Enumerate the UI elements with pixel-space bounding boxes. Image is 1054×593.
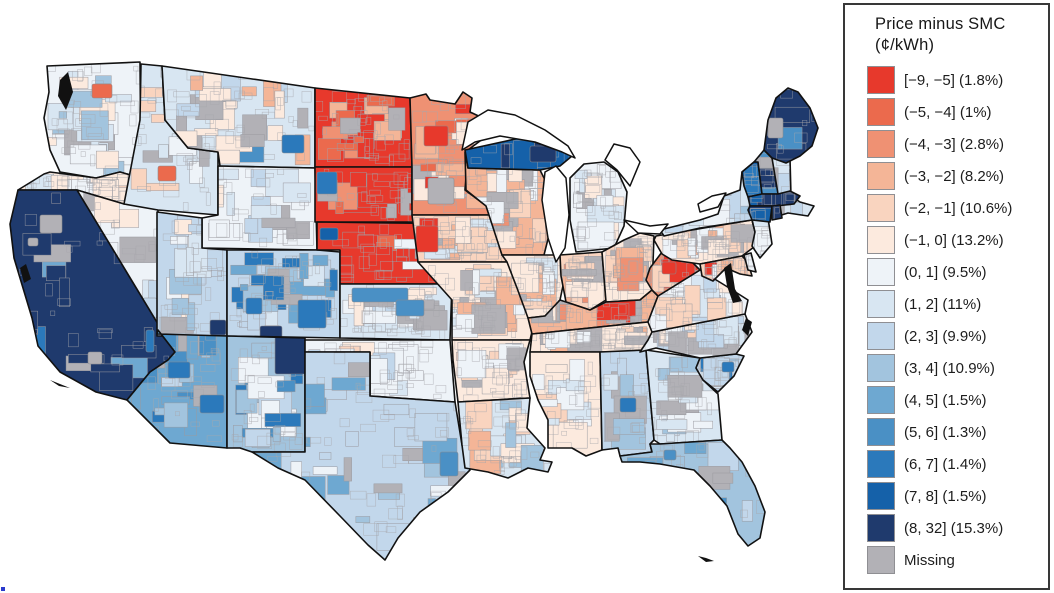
legend-label: (8, 32] (15.3%) [904, 519, 1004, 537]
legend-label: (4, 5] (1.5%) [904, 391, 987, 409]
legend-entry-10: (3, 4] (10.9%) [867, 354, 995, 382]
legend-entry-8: (1, 2] (11%) [867, 290, 981, 318]
legend-entry-4: (−3, −2] (8.2%) [867, 162, 1004, 190]
legend-swatch [867, 386, 895, 414]
legend-entry-9: (2, 3] (9.9%) [867, 322, 987, 350]
legend-label: (6, 7] (1.4%) [904, 455, 987, 473]
legend-swatch [867, 450, 895, 478]
legend-label: (7, 8] (1.5%) [904, 487, 987, 505]
state-TN [530, 322, 656, 352]
state-MIL [570, 162, 627, 252]
state-OH [602, 233, 654, 302]
legend-entry-7: (0, 1] (9.5%) [867, 258, 987, 286]
legend-label: (−3, −2] (8.2%) [904, 167, 1005, 185]
state-FL [620, 440, 765, 546]
state-WA [44, 62, 141, 178]
state-PA [654, 220, 758, 264]
state-WY [202, 166, 317, 250]
legend-swatch [867, 514, 895, 542]
legend-label: (−4, −3] (2.8%) [904, 135, 1005, 153]
legend-entry-3: (−4, −3] (2.8%) [867, 130, 1004, 158]
state-GA [646, 350, 722, 444]
state-KS [340, 284, 452, 340]
legend-entry-5: (−2, −1] (10.6%) [867, 194, 1012, 222]
legend-entry-6: (−1, 0] (13.2%) [867, 226, 1004, 254]
legend-title-line2: (¢/kWh) [875, 36, 935, 54]
legend-entry-15: (8, 32] (15.3%) [867, 514, 1003, 542]
state-NC [640, 314, 752, 358]
state-border-ME [763, 87, 819, 164]
state-SC [696, 354, 744, 392]
legend-swatch [867, 290, 895, 318]
legend-swatch [867, 258, 895, 286]
state-CO [227, 250, 340, 338]
legend-entry-16: Missing [867, 546, 955, 574]
state-AL [600, 350, 654, 456]
legend-entry-12: (5, 6] (1.3%) [867, 418, 987, 446]
great-lakes [461, 109, 727, 263]
legend-label: (−1, 0] (13.2%) [904, 231, 1004, 249]
state-ME [764, 88, 818, 163]
state-border-CT [747, 205, 773, 223]
state-LA [458, 398, 552, 478]
stray-mark [1, 587, 5, 591]
legend-label: (−2, −1] (10.6%) [904, 199, 1013, 217]
state-IN [560, 252, 606, 310]
legend-swatch [867, 162, 895, 190]
state-border-FL [619, 439, 766, 547]
state-border-DE [743, 252, 757, 273]
legend-title: Price minus SMC (¢/kWh) [875, 14, 1005, 56]
state-border-MIL [569, 161, 628, 253]
legend-label: [−9, −5] (1.8%) [904, 71, 1004, 89]
state-border-SC [695, 353, 745, 393]
legend-swatch [867, 66, 895, 94]
legend-swatch [867, 418, 895, 446]
legend-rows: [−9, −5] (1.8%) (−5, −4] (1%) (−4, −3] (2.… [845, 5, 1048, 588]
legend-label: (0, 1] (9.5%) [904, 263, 987, 281]
legend-swatch [867, 482, 895, 510]
legend-label: (2, 3] (9.9%) [904, 327, 987, 345]
legend-entry-11: (4, 5] (1.5%) [867, 386, 987, 414]
legend-title-line1: Price minus SMC [875, 15, 1006, 33]
state-MIU [465, 138, 572, 170]
legend-label: (1, 2] (11%) [904, 295, 982, 313]
state-MT [162, 66, 315, 168]
legend-swatch [867, 130, 895, 158]
legend-label: (5, 6] (1.3%) [904, 423, 987, 441]
legend-label: Missing [904, 551, 955, 569]
coastal-water-marks [20, 72, 752, 562]
legend-swatch [867, 322, 895, 350]
state-AR [452, 340, 530, 402]
legend-swatch [867, 546, 895, 574]
legend-label: (−5, −4] (1%) [904, 103, 992, 121]
legend-swatch [867, 98, 895, 126]
legend-entry-1: [−9, −5] (1.8%) [867, 66, 1003, 94]
state-border-TX [251, 351, 471, 561]
legend-entry-13: (6, 7] (1.4%) [867, 450, 987, 478]
us-choropleth-map [9, 61, 819, 562]
legend-entry-14: (7, 8] (1.5%) [867, 482, 987, 510]
legend-swatch [867, 194, 895, 222]
legend-swatch [867, 354, 895, 382]
state-border-RI [771, 204, 783, 221]
state-ND [315, 88, 412, 167]
legend: Price minus SMC (¢/kWh) [−9, −5] (1.8%) (… [843, 3, 1050, 590]
legend-swatch [867, 226, 895, 254]
legend-label: (3, 4] (10.9%) [904, 359, 995, 377]
legend-entry-2: (−5, −4] (1%) [867, 98, 992, 126]
state-border-LA [457, 397, 553, 479]
state-NM [227, 336, 305, 452]
